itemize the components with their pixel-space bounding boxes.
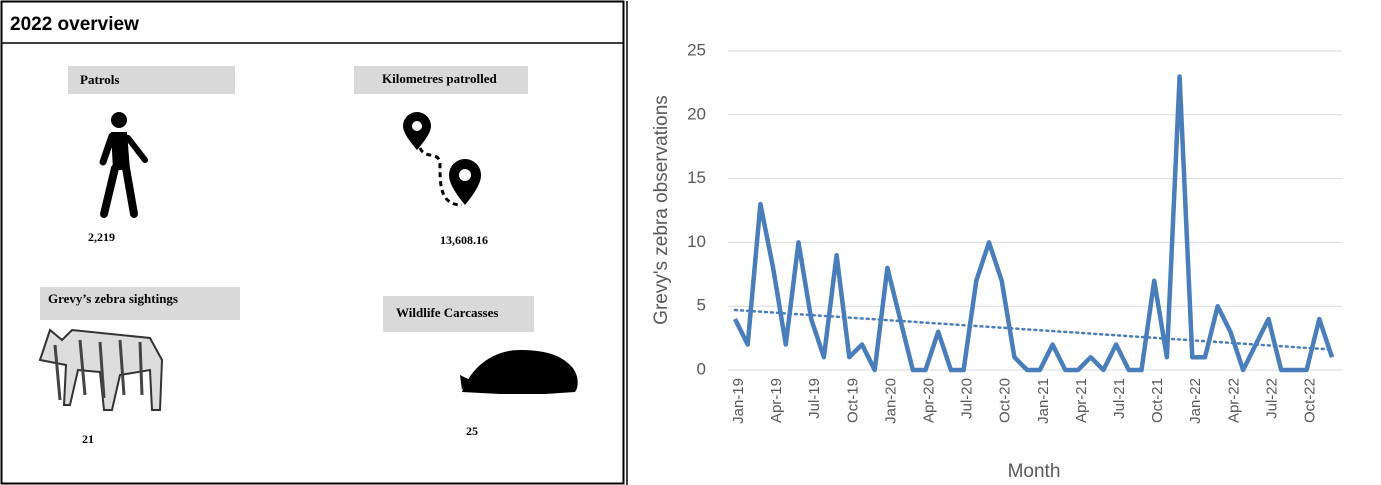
x-tick-label: Apr-20 xyxy=(921,378,938,423)
x-axis-title: Month xyxy=(1008,461,1061,482)
x-tick-label: Apr-22 xyxy=(1225,378,1242,423)
y-tick-label: 10 xyxy=(687,232,706,251)
y-tick-label: 20 xyxy=(687,104,706,123)
x-tick-label: Apr-19 xyxy=(768,378,785,423)
line-chart: 0 5 10 15 20 25 Jan-19 Apr-19 Jul-19 Oct-19 Jan-20… xyxy=(687,40,1342,424)
item-value: 2,219 xyxy=(88,230,115,244)
x-tick-label: Jul-21 xyxy=(1111,378,1128,419)
distance-icon xyxy=(403,112,481,207)
label-box xyxy=(383,296,534,332)
patrol-icon xyxy=(99,112,148,218)
y-tick-label: 25 xyxy=(687,40,706,59)
item-value: 13,608.16 xyxy=(440,233,488,247)
item-label: Patrols xyxy=(80,72,119,87)
zebra-icon xyxy=(38,328,164,411)
label-box xyxy=(354,66,528,94)
item-label: Wildlife Carcasses xyxy=(396,305,498,320)
x-tick-label: Oct-19 xyxy=(844,378,861,423)
x-tick-label: Jul-20 xyxy=(959,378,976,419)
x-tick-label: Jan-22 xyxy=(1187,378,1204,424)
label-box xyxy=(40,287,240,320)
panel-border xyxy=(0,0,625,485)
item-value: 25 xyxy=(466,424,478,438)
carcass-icon xyxy=(460,350,578,394)
item-label: Kilometres patrolled xyxy=(382,71,497,86)
x-tick-label: Jul-19 xyxy=(806,378,823,419)
y-tick-label: 5 xyxy=(697,296,706,315)
y-tick-label: 0 xyxy=(697,359,706,378)
data-line xyxy=(732,74,1335,373)
item-value: 21 xyxy=(82,432,94,446)
x-tick-label: Oct-22 xyxy=(1302,378,1319,423)
x-tick-label: Jan-20 xyxy=(882,378,899,424)
panel-title: 2022 overview xyxy=(10,14,139,35)
x-tick-label: Jan-21 xyxy=(1035,378,1052,424)
item-label: Grevy’s zebra sightings xyxy=(48,291,178,306)
label-box xyxy=(68,66,235,94)
y-axis-title: Grevy's zebra observations xyxy=(651,95,672,325)
x-tick-label: Oct-20 xyxy=(997,378,1014,423)
x-tick-label: Oct-21 xyxy=(1149,378,1166,423)
x-tick-label: Apr-21 xyxy=(1073,378,1090,423)
x-tick-label: Jan-19 xyxy=(730,378,747,424)
trend-line xyxy=(733,308,1334,351)
y-tick-label: 15 xyxy=(687,168,706,187)
x-tick-label: Jul-22 xyxy=(1263,378,1280,419)
